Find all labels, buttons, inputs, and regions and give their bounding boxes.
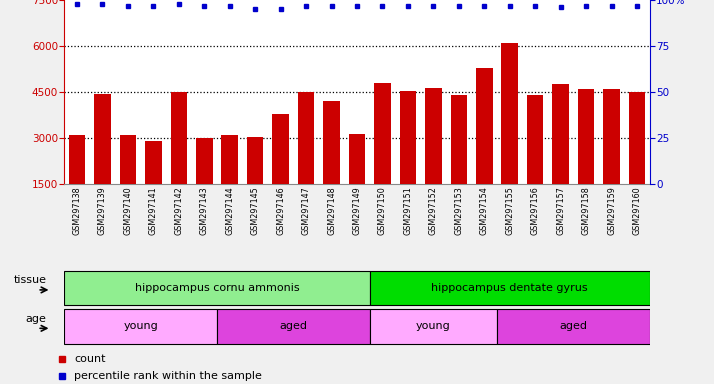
Text: GSM297138: GSM297138 (73, 186, 81, 235)
Text: age: age (26, 314, 46, 324)
Text: GSM297144: GSM297144 (225, 186, 234, 235)
Bar (374, 83, 391, 184)
Bar (120, 135, 136, 184)
Bar (69, 135, 85, 184)
Bar (451, 95, 467, 184)
Text: aged: aged (559, 321, 588, 331)
Text: GSM297143: GSM297143 (200, 186, 208, 235)
Bar (145, 141, 161, 184)
Text: percentile rank within the sample: percentile rank within the sample (74, 371, 262, 381)
Bar (476, 68, 493, 184)
Bar (272, 114, 289, 184)
Bar (196, 138, 213, 184)
Bar (400, 91, 416, 184)
Text: GSM297154: GSM297154 (480, 186, 489, 235)
Text: GSM297140: GSM297140 (124, 186, 132, 235)
Text: young: young (416, 321, 451, 331)
Text: GSM297147: GSM297147 (301, 186, 311, 235)
Bar (501, 43, 518, 184)
Bar (425, 88, 442, 184)
Bar (527, 95, 543, 184)
Text: GSM297157: GSM297157 (556, 186, 565, 235)
Text: GSM297149: GSM297149 (353, 186, 361, 235)
Bar (629, 92, 645, 184)
Bar (221, 135, 238, 184)
Bar (298, 92, 314, 184)
Text: GSM297156: GSM297156 (531, 186, 540, 235)
Text: aged: aged (279, 321, 307, 331)
Bar (323, 101, 340, 184)
Bar (578, 89, 594, 184)
Text: GSM297145: GSM297145 (251, 186, 260, 235)
Text: hippocampus cornu ammonis: hippocampus cornu ammonis (135, 283, 299, 293)
Bar (370, 271, 650, 305)
Text: GSM297150: GSM297150 (378, 186, 387, 235)
Text: GSM297146: GSM297146 (276, 186, 285, 235)
Bar (603, 89, 620, 184)
Bar (553, 84, 569, 184)
Text: GSM297139: GSM297139 (98, 186, 107, 235)
Text: hippocampus dentate gyrus: hippocampus dentate gyrus (431, 283, 588, 293)
Text: tissue: tissue (14, 275, 46, 285)
Bar (94, 94, 111, 184)
Text: GSM297141: GSM297141 (149, 186, 158, 235)
Bar (64, 309, 217, 344)
Text: count: count (74, 354, 106, 364)
Text: GSM297160: GSM297160 (633, 186, 641, 235)
Text: GSM297148: GSM297148 (327, 186, 336, 235)
Text: GSM297151: GSM297151 (403, 186, 413, 235)
Text: GSM297153: GSM297153 (454, 186, 463, 235)
Bar (497, 309, 650, 344)
Text: GSM297152: GSM297152 (429, 186, 438, 235)
Text: young: young (124, 321, 158, 331)
Bar (370, 309, 497, 344)
Bar (64, 271, 370, 305)
Bar (217, 309, 370, 344)
Text: GSM297142: GSM297142 (174, 186, 183, 235)
Text: GSM297159: GSM297159 (607, 186, 616, 235)
Bar (348, 134, 366, 184)
Bar (171, 92, 187, 184)
Text: GSM297158: GSM297158 (582, 186, 590, 235)
Bar (247, 137, 263, 184)
Text: GSM297155: GSM297155 (506, 186, 514, 235)
